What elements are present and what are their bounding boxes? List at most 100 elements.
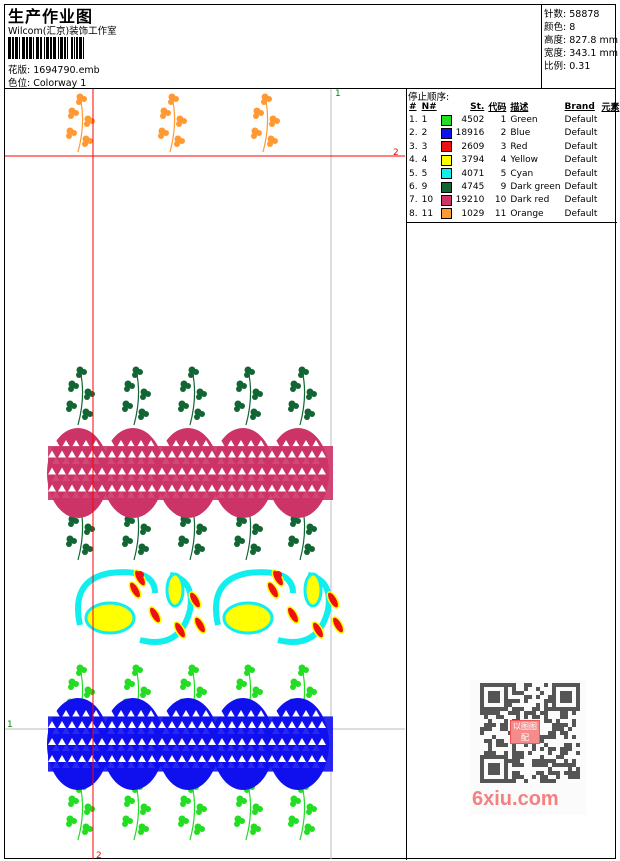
row-needle: 4 xyxy=(421,155,428,166)
table-row: 3. 3 2609 3 Red Default xyxy=(407,140,620,153)
qr-module xyxy=(536,703,540,707)
design-label: 花版: xyxy=(8,65,31,76)
stats-divider xyxy=(541,4,542,88)
qr-module xyxy=(556,727,560,731)
qr-module xyxy=(512,775,516,779)
qr-module xyxy=(548,759,552,763)
qr-module xyxy=(492,723,496,727)
row-swatch xyxy=(439,194,454,207)
col-code: 代码 xyxy=(488,103,507,114)
qr-module xyxy=(548,767,552,771)
watermark-text: 6xiu.com xyxy=(472,788,559,810)
qr-module xyxy=(576,751,580,755)
table-row: 4. 4 3794 4 Yellow Default xyxy=(407,154,620,167)
row-description: Green xyxy=(510,115,538,126)
row-brand: Default xyxy=(564,182,598,193)
qr-module xyxy=(544,743,548,747)
qr-module xyxy=(568,775,572,779)
stat-scale: 比例: 0.31 xyxy=(544,58,590,72)
qr-module xyxy=(540,747,544,751)
row-description: Dark green xyxy=(510,182,561,193)
stat-label: 比例: xyxy=(544,61,567,72)
qr-module xyxy=(508,759,512,763)
colorway-label: 色位: xyxy=(8,78,31,89)
qr-module xyxy=(568,767,572,771)
qr-module xyxy=(556,723,560,727)
qr-module xyxy=(504,727,508,731)
dark-green-clover-motif xyxy=(66,366,95,426)
qr-module xyxy=(548,735,552,739)
col-description: 描述 xyxy=(510,103,529,114)
stat-width: 宽度: 343.1 mm xyxy=(544,45,618,59)
stop-sequence-title: 停止顺序: xyxy=(408,92,450,103)
col-element: 元素 xyxy=(601,103,620,114)
qr-module xyxy=(548,751,552,755)
qr-module xyxy=(564,715,568,719)
qr-module xyxy=(532,743,536,747)
row-stitches: 4745 xyxy=(461,182,485,193)
qr-module xyxy=(560,747,564,751)
qr-module xyxy=(552,735,556,739)
row-stitches: 4071 xyxy=(461,168,485,179)
qr-module xyxy=(528,711,532,715)
row-brand: Default xyxy=(564,115,598,126)
row-brand: Default xyxy=(564,155,598,166)
qr-module xyxy=(544,719,548,723)
design-value: 1694790.emb xyxy=(33,65,100,76)
table-divider xyxy=(406,88,407,860)
qr-module xyxy=(484,751,488,755)
qr-module xyxy=(528,751,532,755)
dark-green-clover-motif xyxy=(66,501,95,561)
qr-module xyxy=(552,771,556,775)
dark-green-clover-motif xyxy=(288,366,317,426)
qr-module xyxy=(548,707,552,711)
qr-module xyxy=(552,727,556,731)
qr-module xyxy=(564,759,568,763)
qr-module xyxy=(552,731,556,735)
qr-module xyxy=(568,747,572,751)
qr-module xyxy=(516,715,520,719)
qr-module xyxy=(508,779,512,783)
qr-module xyxy=(568,743,572,747)
qr-module xyxy=(576,743,580,747)
qr-module xyxy=(504,723,508,727)
qr-module xyxy=(504,743,508,747)
qr-module xyxy=(504,719,508,723)
qr-module xyxy=(520,755,524,759)
qr-module xyxy=(500,727,504,731)
stat-label: 宽度: xyxy=(544,48,567,59)
qr-module xyxy=(512,759,516,763)
row-index: 3. xyxy=(409,141,418,152)
color-swatch xyxy=(440,154,452,166)
qr-module xyxy=(540,763,544,767)
stat-value: 343.1 mm xyxy=(569,48,618,59)
green-clover-motif xyxy=(178,781,207,841)
qr-module xyxy=(572,711,576,715)
row-needle: 3 xyxy=(421,141,428,152)
qr-module xyxy=(576,767,580,771)
row-brand: Default xyxy=(564,168,598,179)
qr-module xyxy=(500,743,504,747)
color-swatch xyxy=(440,194,452,206)
qr-module xyxy=(532,747,536,751)
barcode xyxy=(8,37,140,59)
row-stitches: 1029 xyxy=(461,208,485,219)
qr-module xyxy=(512,779,516,783)
qr-module xyxy=(512,691,516,695)
row-index: 4. xyxy=(409,155,418,166)
qr-module xyxy=(516,707,520,711)
qr-module xyxy=(552,747,556,751)
qr-module xyxy=(560,723,564,727)
row-stitches: 18916 xyxy=(455,128,485,139)
qr-module xyxy=(516,691,520,695)
qr-module xyxy=(512,751,516,755)
row-index: 8. xyxy=(409,208,418,219)
qr-module xyxy=(496,743,500,747)
qr-module xyxy=(556,775,560,779)
qr-module xyxy=(540,755,544,759)
qr-module xyxy=(488,751,492,755)
company-name: Wilcom(汇京)装饰工作室 xyxy=(8,26,117,37)
qr-module xyxy=(544,703,548,707)
col-stitches: St. xyxy=(470,101,485,112)
row-description: Dark red xyxy=(510,195,550,206)
